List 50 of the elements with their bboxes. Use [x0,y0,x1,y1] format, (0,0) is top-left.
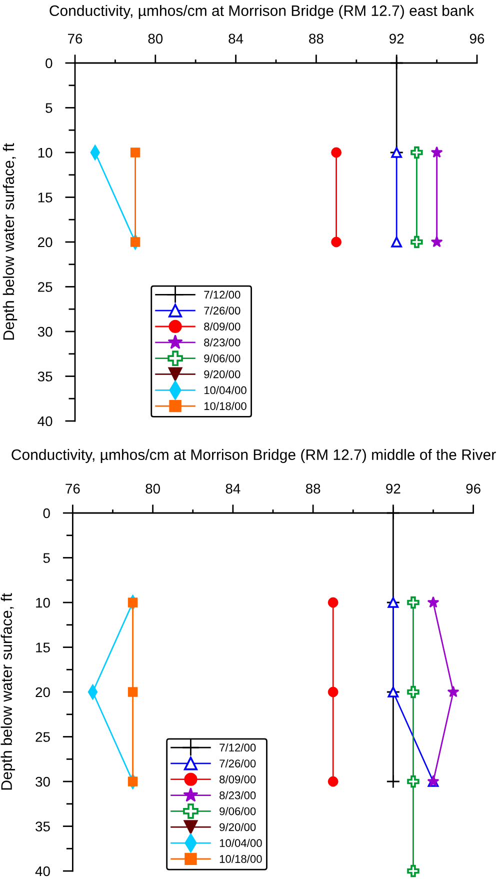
y-tick-label: 15 [36,642,50,652]
y-tick-label: 0 [43,508,50,518]
y-tick-label: 5 [43,553,50,563]
y-tick-label: 10 [36,598,50,608]
legend-label: 7/26/00 [204,306,240,315]
y-tick-label: 40 [35,866,50,876]
legend-label: 7/12/00 [204,290,240,299]
x-tick-label: 88 [309,34,324,44]
legend-label: 8/09/00 [204,322,240,330]
y-tick-label: 20 [36,687,50,698]
legend-label: 7/26/00 [220,759,256,768]
x-tick-label: 76 [66,484,80,494]
x-tick-label: 80 [146,484,160,494]
y-tick-label: 15 [38,192,52,202]
x-tick-label: 88 [306,484,320,494]
y-tick-label: 40 [38,416,52,426]
y-tick-label: 30 [36,776,50,787]
x-tick-label: 96 [466,484,480,494]
y-tick-label: 30 [38,326,52,337]
legend-label: 9/06/00 [220,807,256,816]
x-tick-label: 80 [148,34,163,44]
y-tick-label: 25 [38,282,52,292]
legend-label: 7/12/00 [220,743,256,752]
x-tick-label: 76 [68,34,82,44]
x-tick-label: 84 [228,34,244,44]
y-tick-label: 25 [36,732,50,742]
chart-title: Conductivity, µmhos/cm at Morrison Bridge (RM 12.7) middle of the River [12,449,496,463]
y-tick-label: 20 [38,237,52,248]
legend-label: 9/20/00 [220,822,256,832]
legend-label: 9/20/00 [204,370,240,378]
y-axis-title: Depth below water surface, ft [2,143,18,340]
y-tick-label: 35 [36,822,50,832]
y-tick-label: 0 [46,58,52,68]
x-tick-label: 92 [390,34,404,44]
y-tick-label: 5 [46,103,52,113]
x-tick-label: 92 [386,484,400,494]
x-tick-label: 96 [470,34,484,44]
y-tick-label: 10 [38,148,52,158]
y-tick-label: 35 [38,372,52,382]
legend-label: 9/06/00 [204,354,240,362]
legend-label: 10/04/00 [204,386,246,394]
x-tick-label: 84 [226,484,240,494]
chart-title: Conductivity, µmhos/cm at Morrison Bridge (RM 12.7) east bank [50,5,474,19]
legend-label: 10/18/00 [220,854,262,863]
legend-label: 10/04/00 [220,838,262,848]
legend-label: 8/23/00 [204,338,240,346]
legend-label: 8/23/00 [220,791,256,800]
y-axis-title: Depth below water surface, ft [0,593,16,790]
legend-label: 10/18/00 [204,402,246,410]
legend-label: 8/09/00 [220,775,256,784]
